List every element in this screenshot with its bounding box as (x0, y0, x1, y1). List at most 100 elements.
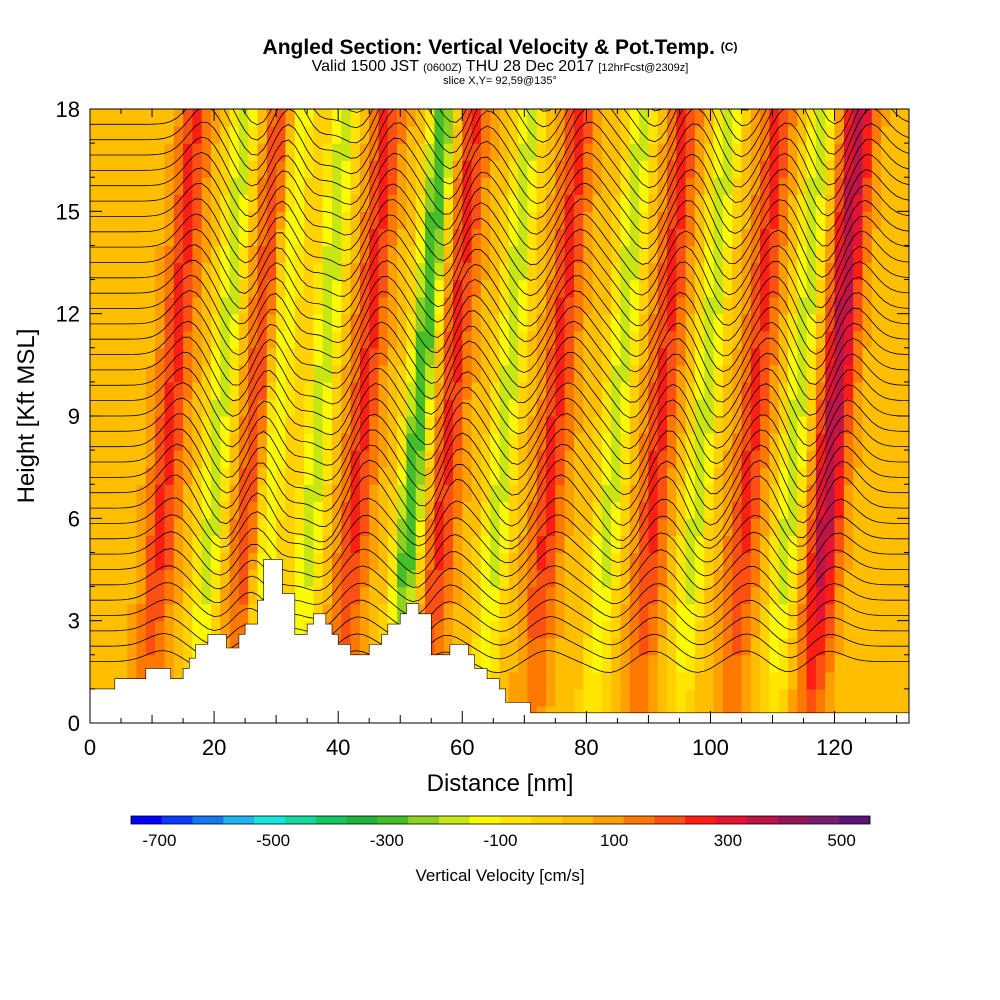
field-cell (648, 603, 659, 622)
field-cell (815, 211, 826, 229)
field-cell (508, 603, 519, 622)
field-cell (871, 364, 882, 383)
field-cell (778, 398, 789, 417)
field-cell (332, 501, 342, 519)
field-cell (704, 262, 715, 281)
field-cell (397, 603, 407, 622)
field-cell (294, 279, 305, 298)
field-cell (229, 603, 240, 622)
field-cell (387, 330, 398, 349)
field-cell (471, 177, 482, 195)
field-cell (229, 160, 240, 178)
field-cell (788, 347, 798, 366)
field-cell (862, 450, 873, 468)
field-cell (90, 552, 100, 571)
field-cell (583, 313, 594, 332)
field-cell (294, 364, 305, 383)
field-cell (704, 688, 715, 707)
field-cell (145, 518, 156, 536)
field-cell (760, 177, 770, 195)
field-cell (229, 637, 240, 656)
x-tick-label: 0 (84, 735, 96, 760)
field-cell (760, 552, 770, 571)
field-cell (750, 620, 761, 639)
field-cell (583, 450, 594, 468)
field-cell (471, 211, 482, 229)
field-cell (732, 313, 743, 332)
field-cell (425, 245, 435, 264)
field-cell (862, 484, 873, 502)
field-cell (508, 296, 519, 315)
field-cell (713, 109, 724, 127)
field-cell (806, 177, 817, 195)
field-cell (378, 211, 389, 229)
field-cell (434, 279, 445, 298)
field-cell (611, 330, 622, 349)
field-cell (480, 603, 491, 622)
field-cell (173, 586, 184, 605)
field-cell (117, 279, 128, 298)
field-cell (620, 654, 631, 673)
field-cell (862, 569, 873, 588)
field-cell (238, 586, 249, 605)
field-cell (453, 177, 463, 195)
field-cell (825, 211, 836, 229)
field-cell (722, 126, 733, 144)
field-cell (574, 160, 584, 178)
field-cell (732, 228, 743, 247)
field-cell (574, 143, 584, 161)
field-cell (99, 398, 110, 417)
field-cell (462, 194, 473, 212)
field-cell (881, 552, 891, 571)
field-cell (574, 398, 584, 417)
field-cell (462, 518, 473, 536)
field-cell (350, 143, 361, 161)
field-cell (108, 398, 119, 417)
field-cell (713, 552, 724, 571)
field-cell (294, 450, 305, 468)
field-cell (136, 330, 147, 349)
field-cell (657, 416, 668, 434)
field-cell (266, 364, 277, 383)
field-cell (332, 262, 342, 281)
field-cell (722, 398, 733, 417)
field-cell (415, 262, 426, 281)
field-cell (201, 126, 212, 144)
field-cell (834, 467, 845, 485)
field-cell (359, 143, 370, 161)
field-cell (546, 654, 556, 673)
field-cell (871, 688, 882, 707)
field-cell (155, 347, 165, 366)
field-cell (108, 620, 119, 639)
field-cell (825, 245, 836, 264)
field-cell (694, 654, 705, 673)
field-cell (853, 433, 864, 451)
field-cell (648, 126, 659, 144)
field-cell (406, 501, 417, 519)
field-cell (248, 364, 259, 383)
field-cell (648, 381, 659, 400)
field-cell (443, 484, 454, 502)
field-cell (145, 160, 156, 178)
field-cell (694, 347, 705, 366)
theta-isoline (90, 548, 909, 591)
field-cell (415, 228, 426, 247)
field-cell (266, 245, 277, 264)
field-cell (341, 620, 352, 639)
field-cell (211, 330, 221, 349)
field-cell (462, 603, 473, 622)
field-cell (276, 160, 286, 178)
field-cell (899, 347, 909, 366)
field-cell (248, 313, 259, 332)
field-cell (201, 245, 212, 264)
colorbar-swatch (777, 816, 809, 824)
field-cell (825, 330, 836, 349)
field-cell (117, 620, 128, 639)
field-cell (155, 620, 165, 639)
field-cell (471, 347, 482, 366)
field-cell (527, 603, 538, 622)
field-cell (899, 671, 909, 690)
field-cell (164, 637, 175, 656)
field-cell (443, 552, 454, 571)
